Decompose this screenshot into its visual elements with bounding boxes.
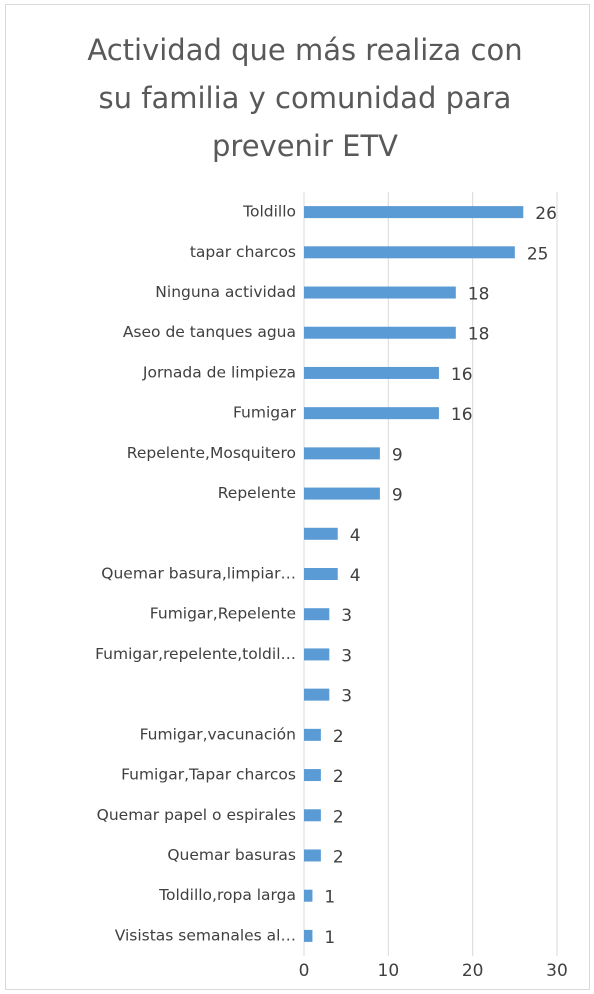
y-tick-label: Toldillo [242, 203, 296, 221]
y-tick-label: Fumigar [233, 404, 297, 422]
bar [304, 246, 515, 259]
y-tick-label: Quemar papel o espirales [97, 806, 296, 824]
value-label: 2 [333, 727, 344, 747]
bar [304, 527, 338, 540]
bar [304, 929, 313, 942]
value-label: 26 [535, 204, 557, 224]
value-label: 9 [392, 445, 403, 465]
bar [304, 849, 321, 862]
bar [304, 326, 456, 339]
x-tick-label: 0 [299, 961, 310, 981]
value-label: 9 [392, 486, 403, 506]
value-label: 16 [451, 365, 473, 385]
value-label: 18 [468, 325, 490, 345]
y-tick-label: Visistas semanales al… [115, 926, 296, 944]
bar [304, 809, 321, 822]
value-label: 2 [333, 847, 344, 867]
value-label: 4 [350, 526, 361, 546]
bar [304, 728, 321, 741]
value-label: 2 [333, 807, 344, 827]
value-label: 1 [324, 888, 335, 908]
value-label: 3 [341, 687, 352, 707]
bar [304, 206, 524, 219]
bar [304, 487, 380, 500]
value-label: 2 [333, 767, 344, 787]
y-tick-label: Quemar basuras [167, 846, 296, 864]
x-tick-label: 10 [378, 961, 400, 981]
value-label: 1 [324, 928, 335, 948]
bar [304, 286, 456, 299]
y-tick-label: Jornada de limpieza [142, 363, 296, 381]
y-tick-label: Fumigar,Tapar charcos [121, 766, 296, 784]
y-tick-label: Repelente [218, 484, 296, 502]
y-tick-label: Toldillo,ropa larga [158, 886, 296, 904]
y-tick-label: Fumigar,Repelente [150, 605, 296, 623]
x-tick-label: 30 [546, 961, 568, 981]
y-tick-label: Quemar basura,limpiar… [101, 565, 296, 583]
bar [304, 568, 338, 580]
bar [304, 407, 439, 420]
bar [304, 648, 330, 661]
bar [304, 889, 313, 902]
y-tick-label: tapar charcos [190, 243, 296, 261]
x-tick-label: 20 [462, 961, 484, 981]
y-tick-label: Aseo de tanques agua [123, 323, 296, 341]
chart-border [5, 4, 590, 990]
y-tick-label: Fumigar,repelente,toldil… [95, 645, 296, 663]
bar [304, 366, 439, 379]
bar [304, 608, 330, 621]
value-label: 4 [350, 566, 361, 586]
bar [304, 769, 321, 782]
value-label: 18 [468, 285, 490, 305]
value-label: 3 [341, 606, 352, 626]
bar [304, 688, 330, 701]
value-label: 3 [341, 646, 352, 666]
value-label: 16 [451, 405, 473, 425]
y-tick-label: Fumigar,vacunación [140, 725, 296, 743]
chart-title: Actividad que más realiza con su familia… [87, 33, 523, 163]
y-tick-label: Repelente,Mosquitero [127, 444, 296, 462]
y-tick-label: Ninguna actividad [155, 283, 296, 301]
value-label: 25 [527, 244, 549, 264]
bar [304, 447, 380, 460]
